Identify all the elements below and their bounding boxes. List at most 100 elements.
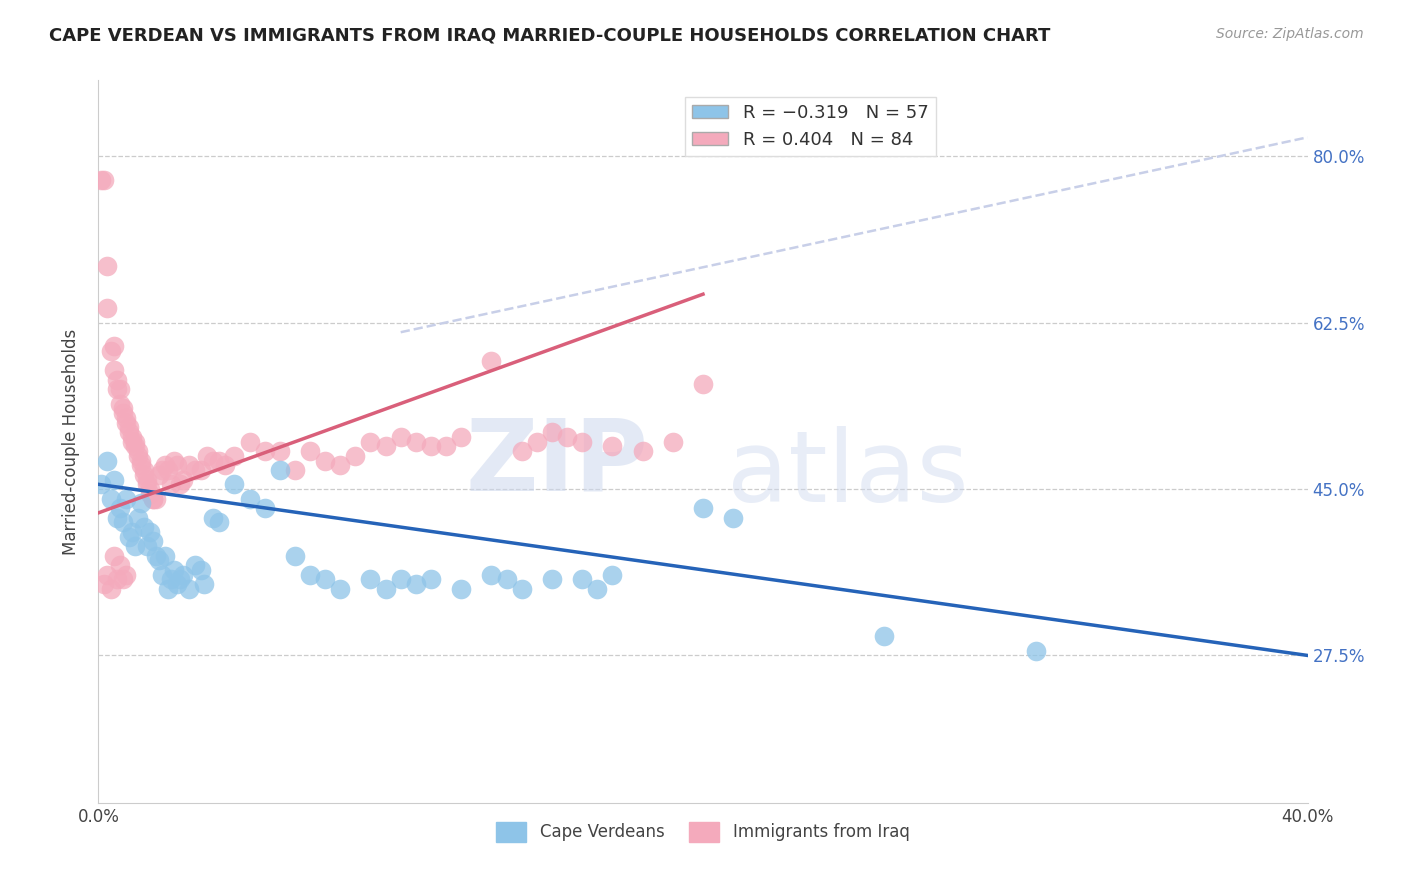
Point — [129, 496, 152, 510]
Point — [90, 173, 112, 187]
Point — [103, 549, 125, 563]
Point — [602, 439, 624, 453]
Point — [127, 449, 149, 463]
Point — [179, 582, 201, 596]
Point — [163, 453, 186, 467]
Point — [108, 558, 131, 573]
Point — [153, 458, 176, 473]
Point — [96, 259, 118, 273]
Point — [450, 582, 472, 596]
Point — [374, 439, 396, 453]
Point — [103, 363, 125, 377]
Point — [135, 477, 157, 491]
Point — [284, 549, 307, 563]
Point — [193, 577, 215, 591]
Point — [129, 453, 152, 467]
Point — [124, 434, 146, 449]
Point — [420, 573, 443, 587]
Point — [344, 449, 367, 463]
Point — [93, 173, 115, 187]
Point — [571, 573, 593, 587]
Point — [224, 477, 246, 491]
Point — [253, 444, 276, 458]
Point — [114, 410, 136, 425]
Point — [139, 487, 162, 501]
Point — [190, 563, 212, 577]
Point — [142, 534, 165, 549]
Point — [166, 577, 188, 591]
Point — [111, 516, 134, 530]
Point — [150, 463, 173, 477]
Point — [111, 406, 134, 420]
Point — [586, 582, 609, 596]
Point — [420, 439, 443, 453]
Point — [692, 377, 714, 392]
Point — [190, 463, 212, 477]
Point — [114, 491, 136, 506]
Point — [145, 491, 167, 506]
Point — [873, 629, 896, 643]
Point — [105, 510, 128, 524]
Point — [510, 444, 533, 458]
Point — [360, 573, 382, 587]
Point — [172, 567, 194, 582]
Point — [127, 444, 149, 458]
Text: Source: ZipAtlas.com: Source: ZipAtlas.com — [1216, 27, 1364, 41]
Point — [571, 434, 593, 449]
Point — [299, 567, 322, 582]
Point — [96, 453, 118, 467]
Point — [121, 524, 143, 539]
Point — [111, 401, 134, 416]
Point — [269, 463, 291, 477]
Point — [121, 434, 143, 449]
Point — [108, 501, 131, 516]
Point — [142, 491, 165, 506]
Point — [184, 558, 207, 573]
Point — [208, 453, 231, 467]
Point — [179, 458, 201, 473]
Point — [329, 582, 352, 596]
Point — [148, 553, 170, 567]
Point — [481, 353, 503, 368]
Point — [142, 491, 165, 506]
Point — [208, 516, 231, 530]
Point — [118, 425, 141, 439]
Point — [124, 439, 146, 453]
Point — [163, 563, 186, 577]
Point — [299, 444, 322, 458]
Point — [124, 539, 146, 553]
Point — [329, 458, 352, 473]
Point — [118, 420, 141, 434]
Point — [540, 425, 562, 439]
Point — [510, 582, 533, 596]
Y-axis label: Married-couple Households: Married-couple Households — [62, 328, 80, 555]
Point — [172, 473, 194, 487]
Point — [389, 430, 412, 444]
Point — [135, 539, 157, 553]
Point — [148, 467, 170, 482]
Point — [1024, 643, 1046, 657]
Point — [631, 444, 654, 458]
Point — [100, 491, 122, 506]
Point — [103, 339, 125, 353]
Point — [314, 573, 336, 587]
Point — [156, 463, 179, 477]
Point — [139, 482, 162, 496]
Point — [105, 373, 128, 387]
Point — [214, 458, 236, 473]
Point — [96, 301, 118, 316]
Point — [100, 344, 122, 359]
Point — [374, 582, 396, 596]
Point — [284, 463, 307, 477]
Point — [121, 430, 143, 444]
Point — [450, 430, 472, 444]
Point — [100, 582, 122, 596]
Text: atlas: atlas — [727, 425, 969, 523]
Point — [405, 434, 427, 449]
Point — [495, 573, 517, 587]
Point — [105, 382, 128, 396]
Point — [145, 549, 167, 563]
Point — [153, 549, 176, 563]
Point — [156, 582, 179, 596]
Point — [150, 567, 173, 582]
